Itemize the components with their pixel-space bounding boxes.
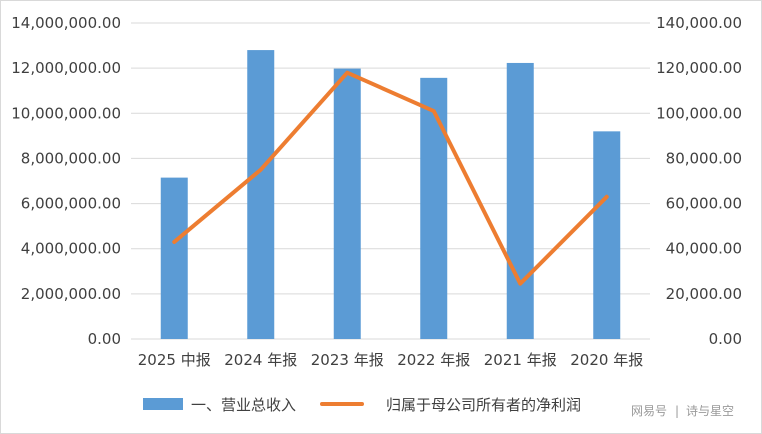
left-tick-label: 2,000,000.00 [21,285,121,303]
bar [593,131,621,339]
gridlines [131,22,650,340]
right-tick-label: 60,000.00 [666,195,742,213]
net-profit-line [172,70,609,286]
right-tick-label: 40,000.00 [666,240,742,258]
watermark-separator: | [675,404,679,418]
right-tick-label: 80,000.00 [666,149,742,167]
left-tick-label: 10,000,000.00 [11,104,121,122]
category-label: 2023 年报 [311,351,384,369]
right-tick-label: 0.00 [709,330,742,348]
right-tick-label: 100,000.00 [656,104,742,122]
right-tick-label: 120,000.00 [656,59,742,77]
bar [420,77,448,339]
watermark: 网易号 | 诗与星空 [631,404,734,418]
line-series-net-profit [172,70,609,286]
bar [160,177,188,339]
bar [333,68,361,339]
right-tick-label: 140,000.00 [656,14,742,32]
right-tick-label: 20,000.00 [666,285,742,303]
watermark-source: 网易号 [631,404,667,418]
left-tick-label: 0.00 [88,330,121,348]
category-label: 2024 年报 [224,351,297,369]
category-axis-labels: 2025 中报 2024 年报 2023 年报 2022 年报 2021 年报 2020 … [138,351,643,369]
legend-label-net-profit: 归属于母公司所有者的净利润 [386,396,581,414]
bar [247,50,275,339]
bar [506,62,534,340]
category-label: 2022 年报 [397,351,470,369]
left-tick-label: 14,000,000.00 [11,14,121,32]
left-tick-label: 6,000,000.00 [21,195,121,213]
category-label: 2025 中报 [138,351,211,369]
left-tick-label: 8,000,000.00 [21,149,121,167]
legend-label-revenue: 一、营业总收入 [191,396,296,414]
category-label: 2020 年报 [570,351,643,369]
category-label: 2021 年报 [484,351,557,369]
legend: 一、营业总收入 归属于母公司所有者的净利润 [143,396,581,414]
left-tick-label: 12,000,000.00 [11,59,121,77]
left-tick-label: 4,000,000.00 [21,240,121,258]
right-axis-labels: 0.00 20,000.00 40,000.00 60,000.00 80,000.00… [656,14,742,348]
left-axis-labels: 0.00 2,000,000.00 4,000,000.00 6,000,000.00… [11,14,121,348]
watermark-author: 诗与星空 [686,404,734,418]
bar-series-revenue [160,50,621,340]
legend-swatch-revenue [143,398,183,410]
